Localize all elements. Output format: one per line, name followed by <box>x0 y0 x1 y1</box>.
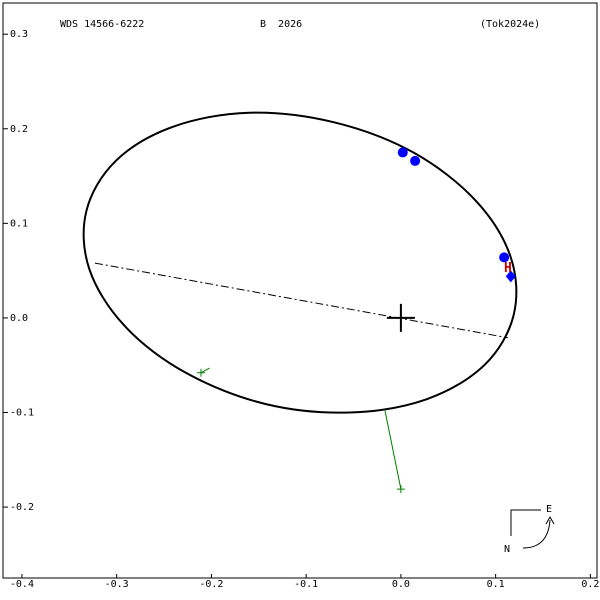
compass-arrowhead <box>545 515 555 525</box>
residual-cross <box>197 368 205 377</box>
observation <box>410 155 421 166</box>
y-tick-label: -0.1 <box>10 407 34 418</box>
x-tick-label: 0.2 <box>581 579 599 590</box>
compass-arrow <box>522 519 551 549</box>
compass-north: N <box>504 544 510 555</box>
line-of-nodes <box>94 262 509 339</box>
orbit-ellipse <box>82 111 518 414</box>
compass-axes <box>510 509 541 536</box>
x-tick-label: 0.0 <box>392 579 410 590</box>
x-tick-label: -0.4 <box>10 579 34 590</box>
observation-diamond <box>505 270 516 283</box>
residual-line <box>384 409 402 490</box>
y-tick-label: 0.3 <box>10 29 28 40</box>
y-tick-label: 0.1 <box>10 218 28 229</box>
y-tick-label: 0.0 <box>10 313 28 324</box>
chart-title: WDS 14566-6222 <box>60 19 144 30</box>
primary-star <box>386 303 415 332</box>
y-tick-label: -0.2 <box>10 502 34 513</box>
x-tick-label: -0.2 <box>199 579 223 590</box>
residual-line <box>200 367 210 374</box>
x-tick-label: -0.1 <box>294 579 318 590</box>
compass: E N <box>504 504 555 555</box>
reference: (Tok2024e) <box>480 19 540 30</box>
observation <box>397 147 408 158</box>
compass-east: E <box>546 504 552 515</box>
y-tick-label: 0.2 <box>10 124 28 135</box>
residual-cross <box>396 485 405 494</box>
x-tick-label: -0.3 <box>105 579 129 590</box>
plot-frame <box>2 2 598 579</box>
chart-subtitle: B 2026 <box>260 19 302 30</box>
highlight-label: H <box>504 261 512 276</box>
x-tick-label: 0.1 <box>487 579 505 590</box>
observation <box>499 252 510 263</box>
